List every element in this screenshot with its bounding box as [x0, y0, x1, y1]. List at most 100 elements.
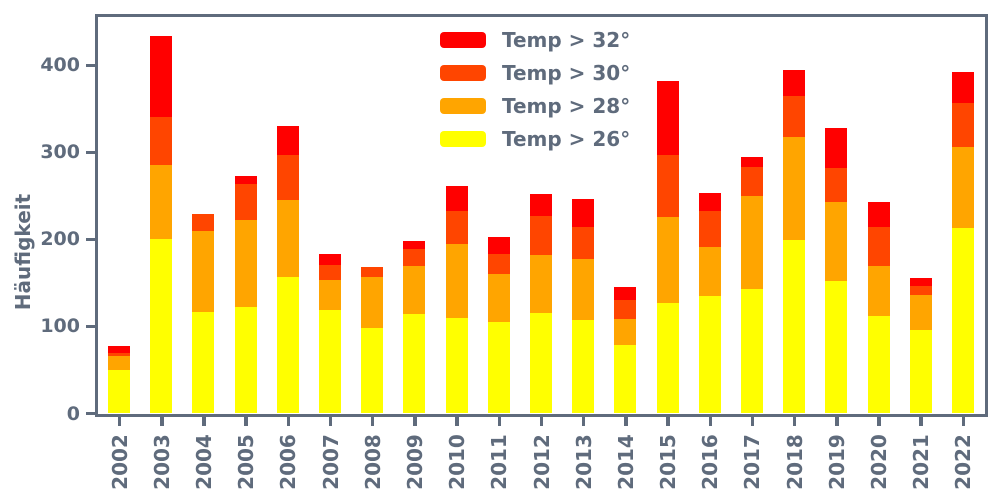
bar-2019-segment-26 — [825, 280, 848, 413]
x-tick-label-2018: 2018 — [782, 434, 807, 490]
plot-area — [95, 14, 988, 417]
bar-2017-segment-28 — [740, 196, 763, 290]
x-tick-2019 — [835, 417, 839, 426]
bar-2020-segment-30 — [867, 226, 890, 266]
x-tick-label-2007: 2007 — [318, 434, 343, 490]
bar-2018-segment-26 — [783, 239, 806, 413]
bar-2019-segment-30 — [825, 167, 848, 202]
x-tick-2005 — [244, 417, 248, 426]
bar-2013-segment-26 — [572, 319, 595, 413]
bar-2013-segment-28 — [572, 258, 595, 320]
legend: Temp > 32° Temp > 30° Temp > 28° Temp > 26° — [440, 30, 630, 149]
x-tick-label-2016: 2016 — [698, 434, 723, 490]
y-tick-label-300: 300 — [40, 141, 80, 164]
bar-2008-segment-30 — [361, 266, 384, 278]
bar-2018-segment-30 — [783, 96, 806, 138]
x-tick-label-2003: 2003 — [149, 434, 174, 490]
bar-2020-segment-26 — [867, 316, 890, 413]
x-tick-label-2005: 2005 — [234, 434, 259, 490]
y-tick-label-0: 0 — [66, 402, 80, 425]
x-tick-label-2015: 2015 — [656, 434, 681, 490]
bar-2002-segment-28 — [108, 355, 131, 371]
bar-2020-segment-28 — [867, 265, 890, 317]
bar-2015-segment-30 — [656, 154, 679, 218]
bar-2005-segment-28 — [234, 219, 257, 307]
bar-2002-segment-30 — [108, 352, 131, 356]
x-tick-2015 — [666, 417, 670, 426]
bar-2017-segment-30 — [740, 166, 763, 197]
bar-2021-segment-30 — [909, 285, 932, 295]
bar-2011-segment-32 — [487, 237, 510, 254]
bar-2022-segment-30 — [951, 103, 974, 147]
legend-color-patch — [440, 65, 486, 81]
bar-2012-segment-26 — [530, 312, 552, 413]
bar-2005-segment-26 — [234, 306, 257, 413]
x-tick-2008 — [370, 417, 375, 426]
x-tick-label-2019: 2019 — [824, 434, 849, 490]
x-tick-label-2004: 2004 — [191, 434, 216, 490]
bar-2017-segment-32 — [740, 157, 763, 167]
x-tick-2007 — [328, 417, 333, 426]
bar-2009-segment-28 — [403, 265, 426, 314]
bar-2018-segment-32 — [783, 70, 806, 97]
bar-2008-segment-26 — [361, 327, 384, 413]
bar-2006-segment-26 — [276, 277, 299, 413]
x-tick-2021 — [919, 417, 923, 426]
bar-2016-segment-26 — [698, 295, 721, 413]
bar-2003-segment-26 — [150, 238, 173, 413]
x-tick-2022 — [961, 417, 966, 426]
x-tick-label-2022: 2022 — [951, 434, 976, 490]
bar-2004-segment-28 — [192, 231, 215, 313]
x-tick-2016 — [708, 417, 712, 426]
bar-2008-segment-28 — [361, 277, 384, 328]
bar-2019-segment-28 — [825, 201, 848, 281]
x-tick-label-2020: 2020 — [867, 434, 892, 490]
x-tick-label-2017: 2017 — [740, 434, 765, 490]
bar-2014-segment-32 — [614, 286, 637, 300]
bar-2010-segment-28 — [445, 244, 468, 319]
legend-entry-temp-26: Temp > 26° — [440, 129, 630, 149]
bar-2007-segment-30 — [319, 265, 342, 280]
bar-2010-segment-26 — [445, 318, 468, 413]
bar-2002-segment-26 — [108, 370, 131, 413]
y-tick-label-200: 200 — [40, 228, 80, 251]
y-tick-label-400: 400 — [40, 54, 80, 77]
bar-2004-segment-26 — [192, 312, 215, 413]
bar-2006-segment-32 — [276, 125, 299, 156]
bar-2016-segment-32 — [698, 192, 721, 212]
bar-2006-segment-30 — [276, 155, 299, 200]
bar-2022-segment-32 — [951, 71, 974, 104]
bar-2011-segment-28 — [487, 273, 510, 323]
y-tick-label-100: 100 — [40, 315, 80, 338]
legend-entry-temp-30: Temp > 30° — [440, 63, 630, 83]
x-tick-2018 — [792, 417, 797, 426]
x-tick-label-2014: 2014 — [613, 434, 638, 490]
legend-color-patch — [440, 98, 486, 114]
bar-2022-segment-26 — [951, 227, 974, 413]
x-tick-2013 — [581, 417, 586, 426]
bar-2014-segment-28 — [614, 319, 637, 346]
bar-2015-segment-32 — [656, 80, 679, 155]
y-tick-300 — [86, 150, 95, 155]
x-tick-label-2002: 2002 — [107, 434, 132, 490]
bar-2010-segment-30 — [445, 211, 468, 245]
x-tick-label-2006: 2006 — [276, 434, 301, 490]
x-tick-label-2010: 2010 — [445, 434, 470, 490]
bar-2003-segment-28 — [150, 164, 173, 239]
bar-2011-segment-26 — [487, 322, 510, 413]
x-tick-2020 — [877, 417, 881, 426]
bar-2014-segment-30 — [614, 299, 637, 319]
y-axis-title: Häufigkeit — [11, 193, 35, 311]
x-tick-2009 — [413, 417, 417, 426]
bar-2021-segment-28 — [909, 294, 932, 331]
legend-color-patch — [440, 131, 486, 147]
y-tick-200 — [86, 237, 95, 242]
bar-2009-segment-32 — [403, 240, 426, 250]
legend-entry-temp-32: Temp > 32° — [440, 30, 630, 50]
bar-2016-segment-30 — [698, 211, 721, 247]
bar-2022-segment-28 — [951, 146, 974, 228]
legend-entry-temp-28: Temp > 28° — [440, 96, 630, 116]
bar-2013-segment-30 — [572, 226, 595, 259]
bar-2005-segment-30 — [234, 184, 257, 220]
